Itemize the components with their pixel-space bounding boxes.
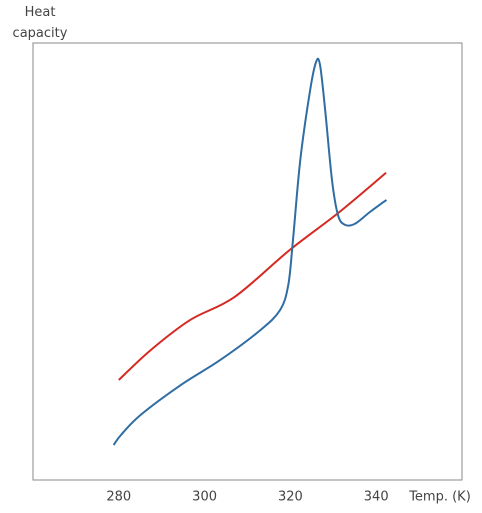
x-tick-label: 320 [278, 490, 303, 505]
series-line [112, 57, 388, 446]
series-line [118, 172, 387, 381]
plot-frame [32, 42, 463, 481]
x-tick-label: 280 [106, 490, 131, 505]
y-axis-label: Heat capacity [12, 5, 68, 41]
x-axis-label: Temp. (K) [408, 490, 471, 505]
x-tick-label: 300 [192, 490, 217, 505]
x-tick-label: 340 [364, 490, 389, 505]
